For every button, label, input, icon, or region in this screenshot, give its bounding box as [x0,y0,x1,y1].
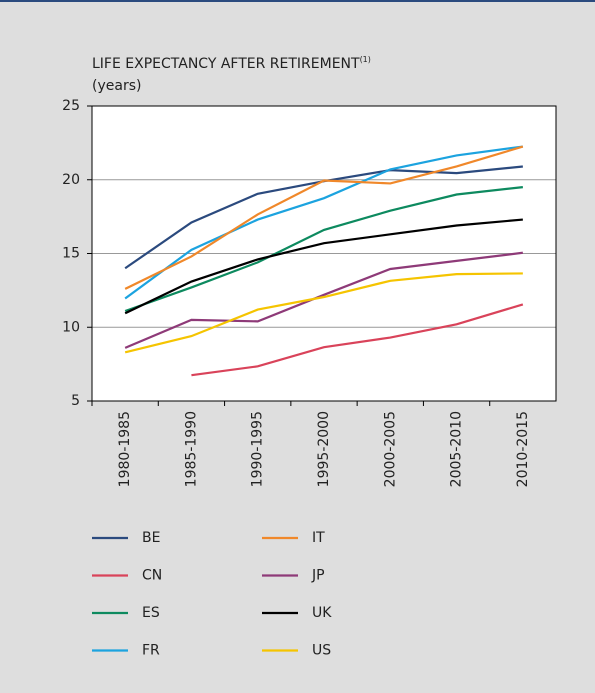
x-tick-label: 1980-1985 [117,411,133,487]
legend-label: UK [312,605,332,621]
series-line [124,272,523,354]
top-rule [0,0,595,2]
legend-label: IT [312,530,325,546]
legend-label: US [312,643,331,659]
legend-label: FR [142,643,160,659]
legend-label: ES [142,605,160,621]
y-tick-label: 25 [62,98,80,114]
series-line [124,145,524,300]
legend-label: CN [142,568,162,584]
plot-border [91,105,557,402]
x-tick-label: 1995-2000 [316,411,332,487]
series-line [124,251,523,349]
x-tick-label: 2005-2010 [449,411,465,487]
y-tick-label: 20 [62,172,80,188]
series-line [124,145,524,290]
legend-label: BE [142,530,160,546]
x-tick-label: 2010-2015 [515,411,531,487]
series-line [191,303,524,377]
series-line [124,186,523,313]
x-tick-label: 2000-2005 [382,411,398,487]
series-line [124,218,523,315]
y-tick-label: 15 [62,246,80,262]
chart-subtitle: (years) [92,78,141,94]
y-tick-label: 5 [71,393,80,409]
title-text: LIFE EXPECTANCY AFTER RETIREMENT [92,56,360,72]
y-tick-label: 10 [62,319,80,335]
legend-label: JP [311,568,325,584]
chart-title: LIFE EXPECTANCY AFTER RETIREMENT(1) [92,55,371,73]
title-note: (1) [360,55,371,64]
x-tick-label: 1985-1990 [183,411,199,487]
x-tick-label: 1990-1995 [250,411,266,487]
